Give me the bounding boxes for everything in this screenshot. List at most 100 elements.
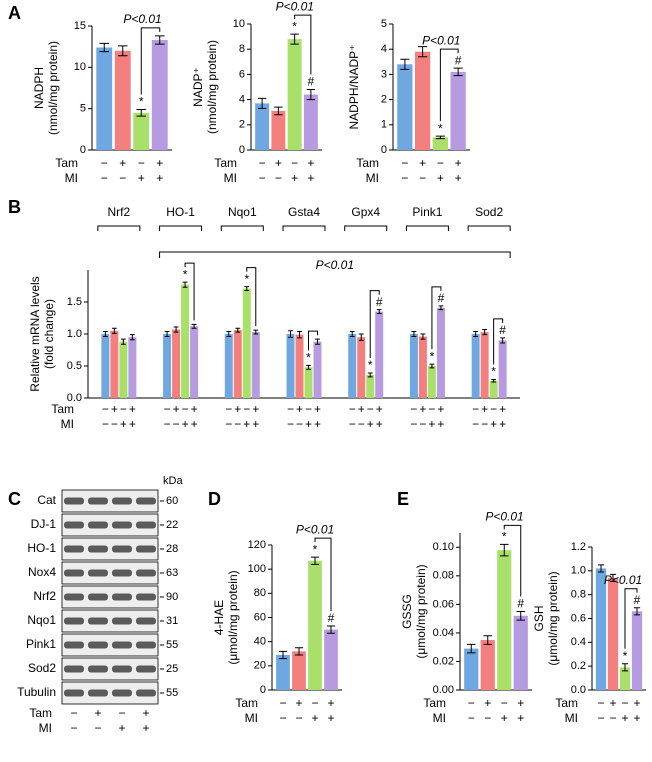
condition-sign: + — [501, 711, 508, 725]
significance-mark: * — [438, 121, 443, 135]
band — [112, 617, 132, 625]
condition-sign: − — [295, 711, 302, 725]
category-label: HO-1 — [166, 205, 195, 219]
blot-strip — [61, 489, 159, 513]
error-bar — [418, 46, 428, 58]
panel-label: C — [8, 489, 21, 509]
error-bar — [609, 573, 617, 583]
category-bracket — [97, 225, 141, 231]
band — [112, 689, 132, 697]
kda-label: 55 — [166, 639, 178, 651]
band — [112, 569, 132, 577]
error-bar — [154, 35, 165, 45]
condition-label: MI — [61, 417, 74, 431]
band — [88, 545, 108, 553]
y-tick-label: 0.00 — [433, 684, 454, 696]
error-bar — [358, 333, 364, 341]
kda-label: 25 — [166, 663, 178, 675]
y-tick-label: 4 — [381, 43, 387, 55]
y-tick-label: 8 — [239, 43, 245, 55]
y-tick-label: 0 — [381, 144, 387, 156]
condition-sign: + — [252, 402, 259, 416]
condition-sign: − — [484, 711, 491, 725]
error-bar — [420, 333, 426, 340]
band — [64, 689, 84, 697]
condition-label: Tam — [356, 156, 379, 170]
panel-label: D — [208, 489, 221, 509]
y-axis-label: NADPH/NADP⁺ — [347, 44, 361, 129]
condition-sign: − — [410, 417, 417, 431]
blot-row-label: Tubulin — [17, 685, 56, 699]
condition-sign: + — [327, 696, 334, 710]
significance-mark: * — [368, 358, 373, 372]
category-label: Gsta4 — [288, 205, 320, 219]
band — [64, 497, 84, 505]
error-bar — [182, 281, 188, 288]
significance-mark: * — [430, 349, 435, 363]
significance-mark: # — [328, 611, 335, 625]
significance-mark: * — [502, 530, 507, 544]
error-bar — [435, 135, 445, 140]
condition-sign: + — [314, 417, 321, 431]
kda-label: 60 — [166, 495, 178, 507]
bar — [172, 329, 181, 398]
blot-strip — [61, 609, 159, 633]
condition-sign: − — [102, 402, 109, 416]
bar — [595, 568, 607, 690]
p-value-label: P<0.01 — [316, 258, 354, 272]
error-bar — [99, 42, 110, 53]
band — [88, 497, 108, 505]
p-value-label: P<0.01 — [604, 573, 642, 587]
condition-sign: − — [296, 417, 303, 431]
significance-mark: # — [634, 593, 641, 607]
error-bar — [306, 89, 316, 101]
y-axis-label: (μmol/mg protein) — [546, 571, 560, 665]
condition-sign: − — [597, 696, 604, 710]
error-bar — [257, 97, 267, 109]
error-bar — [411, 330, 417, 338]
condition-sign: − — [358, 417, 365, 431]
condition-label: MI — [565, 711, 578, 725]
band — [136, 521, 156, 529]
error-bar — [288, 330, 293, 338]
condition-label: Tam — [235, 696, 258, 710]
y-tick-label: 10 — [74, 61, 86, 73]
band — [136, 545, 156, 553]
condition-sign: + — [291, 171, 298, 185]
condition-sign: + — [517, 696, 524, 710]
condition-label: Tam — [214, 156, 237, 170]
condition-sign: + — [111, 402, 118, 416]
y-tick-label: 2 — [239, 119, 245, 131]
y-tick-label: 0.8 — [571, 589, 586, 601]
condition-sign: − — [102, 417, 109, 431]
condition-sign: − — [138, 156, 145, 170]
bar — [418, 336, 427, 398]
band — [136, 569, 156, 577]
bracket — [294, 14, 312, 75]
significance-mark: # — [499, 323, 506, 337]
bar — [276, 654, 290, 690]
bracket — [503, 524, 522, 597]
error-bar — [191, 323, 197, 329]
blot-strip — [61, 537, 159, 561]
p-value-label: P<0.01 — [123, 12, 161, 26]
condition-sign: − — [311, 696, 318, 710]
condition-sign: − — [111, 417, 118, 431]
y-tick-label: 1.5 — [67, 296, 82, 308]
y-tick-label: 1.0 — [571, 565, 586, 577]
y-tick-label: 0.6 — [571, 612, 586, 624]
condition-sign: − — [279, 696, 286, 710]
condition-sign: + — [621, 711, 628, 725]
error-bar — [483, 635, 493, 645]
condition-sign: − — [182, 402, 189, 416]
condition-sign: + — [118, 721, 125, 735]
y-axis-label: NADPH — [32, 67, 46, 109]
condition-sign: + — [138, 171, 145, 185]
band — [64, 545, 84, 553]
condition-sign: + — [327, 711, 334, 725]
condition-sign: − — [259, 156, 266, 170]
condition-sign: − — [401, 156, 408, 170]
blot-row-label: Nrf2 — [33, 589, 56, 603]
significance-mark: # — [455, 53, 462, 67]
condition-sign: − — [287, 402, 294, 416]
